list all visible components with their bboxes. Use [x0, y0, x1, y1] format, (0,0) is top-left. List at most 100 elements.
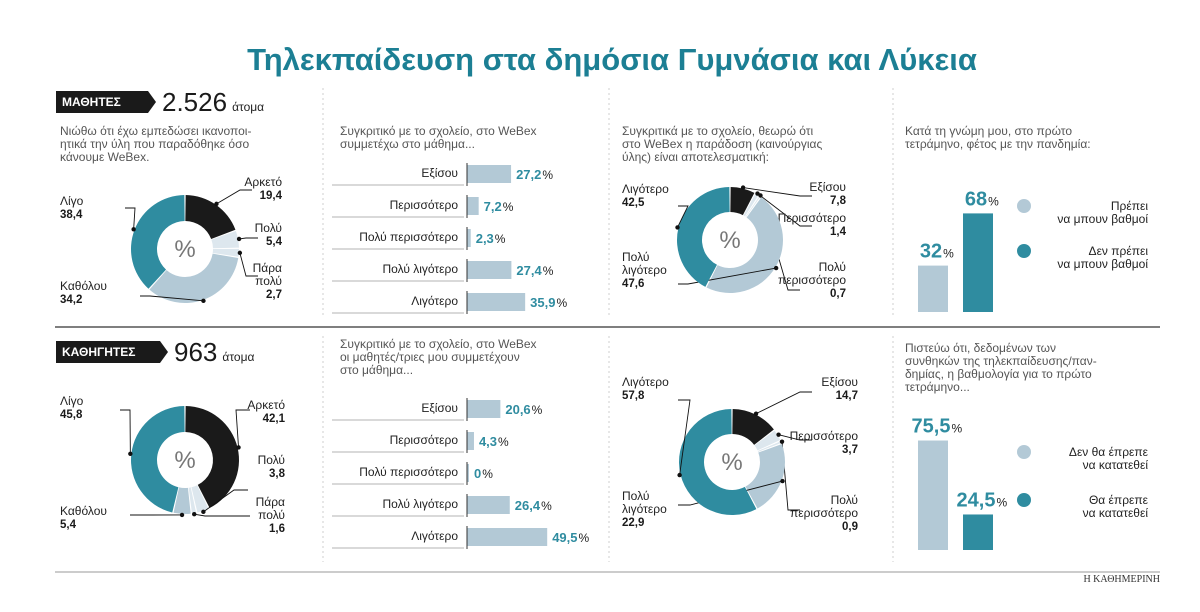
bar-category-label: Πολύ λιγότερο [383, 262, 459, 276]
bar-category-label: Πολύ λιγότερο [383, 497, 459, 511]
donut-center-label: % [174, 236, 195, 263]
leader-line [778, 434, 812, 441]
donut-slice [212, 248, 239, 257]
slice-value: 22,9 [622, 517, 644, 529]
legend-swatch [1017, 445, 1031, 459]
slice-value: 3,8 [269, 468, 286, 480]
leader-line [677, 205, 689, 228]
slice-label: Λιγότερο [622, 375, 669, 389]
donut-slice [185, 195, 236, 239]
slice-label: Λιγότερο [622, 182, 669, 196]
slice-value: 0,7 [830, 288, 846, 300]
group-tag-label: ΚΑΘΗΓΗΤΕΣ [62, 345, 135, 359]
bar-value: 2,3 [476, 231, 494, 246]
bar [467, 165, 512, 183]
donut-slice [149, 253, 239, 303]
slice-label: περισσότερο [778, 273, 846, 287]
bar-category-label: Εξίσου [421, 401, 458, 415]
question-text: Συγκριτικό με το σχολείο, στο WeBex [340, 337, 537, 351]
donut-slice [743, 193, 759, 217]
donut-slice [757, 441, 782, 452]
bar-value: 20,6 [505, 402, 530, 417]
bar [467, 261, 512, 279]
slice-label: πολύ [255, 274, 282, 288]
donut-slice [130, 195, 185, 289]
bar-unit: % [556, 296, 567, 310]
bar [467, 400, 501, 418]
leader-line [235, 409, 250, 448]
bar-value: 49,5 [552, 530, 577, 545]
donut-slice [745, 444, 786, 509]
slice-value: 45,8 [60, 409, 83, 421]
bar-unit: % [996, 495, 1007, 509]
legend-swatch [1017, 493, 1031, 507]
legend-label: Θα έπρεπε [1089, 493, 1149, 507]
donut-slice [732, 409, 774, 445]
question-text: ητικά την ύλη που παραδόθηκε όσο [60, 137, 249, 151]
slice-label: Λίγο [60, 394, 84, 408]
bar-value: 68 [965, 188, 987, 210]
group-tag [56, 341, 168, 363]
leader-line [678, 480, 783, 506]
slice-value: 19,4 [260, 190, 283, 202]
bar-value: 27,4 [516, 263, 542, 278]
leader-line [239, 237, 258, 240]
question-text: Νιώθω ότι έχω εμπεδώσει ικανοποι- [60, 124, 251, 138]
slice-label: Πάρα [256, 495, 285, 509]
bar-value: 4,3 [479, 434, 497, 449]
bar-value: 7,2 [484, 199, 502, 214]
bar-category-label: Εξίσου [421, 166, 458, 180]
donut-center-label: % [174, 447, 195, 474]
bar-unit: % [579, 531, 590, 545]
group-count-unit: άτομα [222, 350, 254, 364]
bar-value: 26,4 [515, 498, 541, 513]
question-text: Κατά τη γνώμη μου, στο πρώτο [905, 124, 1072, 138]
bar-unit: % [495, 232, 506, 246]
question-text: συμμετέχω στο μάθημα... [340, 137, 475, 151]
leader-line [140, 295, 204, 302]
donut-slice [676, 187, 730, 287]
group-count-unit: άτομα [232, 100, 264, 114]
leader-line [678, 399, 691, 476]
group-tag-label: ΜΑΘΗΤΕΣ [62, 95, 121, 109]
slice-value: 42,1 [263, 413, 286, 425]
bar-category-label: Πολύ περισσότερο [359, 465, 458, 479]
bar [963, 213, 993, 312]
slice-label: λιγότερο [622, 502, 667, 516]
bar-unit: % [482, 467, 493, 481]
legend-swatch [1017, 199, 1031, 213]
bar-category-label: Λιγότερο [411, 529, 458, 543]
leader-line [203, 489, 248, 513]
bar-category-label: Λιγότερο [411, 294, 458, 308]
slice-label: Καθόλου [60, 504, 107, 518]
bar-unit: % [943, 247, 954, 261]
infographic-title: Τηλεκπαίδευση στα δημόσια Γυμνάσια και Λ… [247, 42, 977, 77]
group-count: 963 [174, 337, 217, 367]
bar [467, 229, 471, 247]
bar-unit: % [542, 168, 553, 182]
legend-label: Δεν πρέπει [1089, 244, 1149, 258]
bar [467, 293, 526, 311]
legend-label: να κατατεθεί [1083, 506, 1149, 520]
bar-unit: % [532, 403, 543, 417]
slice-value: 1,4 [830, 226, 847, 238]
bar [918, 265, 948, 312]
leader-line [743, 187, 812, 197]
slice-value: 57,8 [622, 390, 645, 402]
leader-line [125, 207, 136, 230]
bar [467, 528, 548, 546]
leader-line [194, 513, 250, 517]
legend-label: να μπουν βαθμοί [1057, 257, 1148, 271]
leader-line [678, 267, 777, 285]
slice-label: Πολύ [622, 489, 649, 503]
donut-slice [173, 487, 191, 514]
legend-label: να μπουν βαθμοί [1057, 212, 1148, 226]
bar-unit: % [498, 435, 509, 449]
question-text: τετράμηνο... [905, 380, 970, 394]
group-count: 2.526 [162, 87, 227, 117]
donut-slice [754, 430, 781, 451]
slice-value: 38,4 [60, 209, 83, 221]
donut-slice [211, 230, 239, 249]
slice-value: 2,7 [266, 289, 282, 301]
slice-label: Πολύ [255, 221, 282, 235]
